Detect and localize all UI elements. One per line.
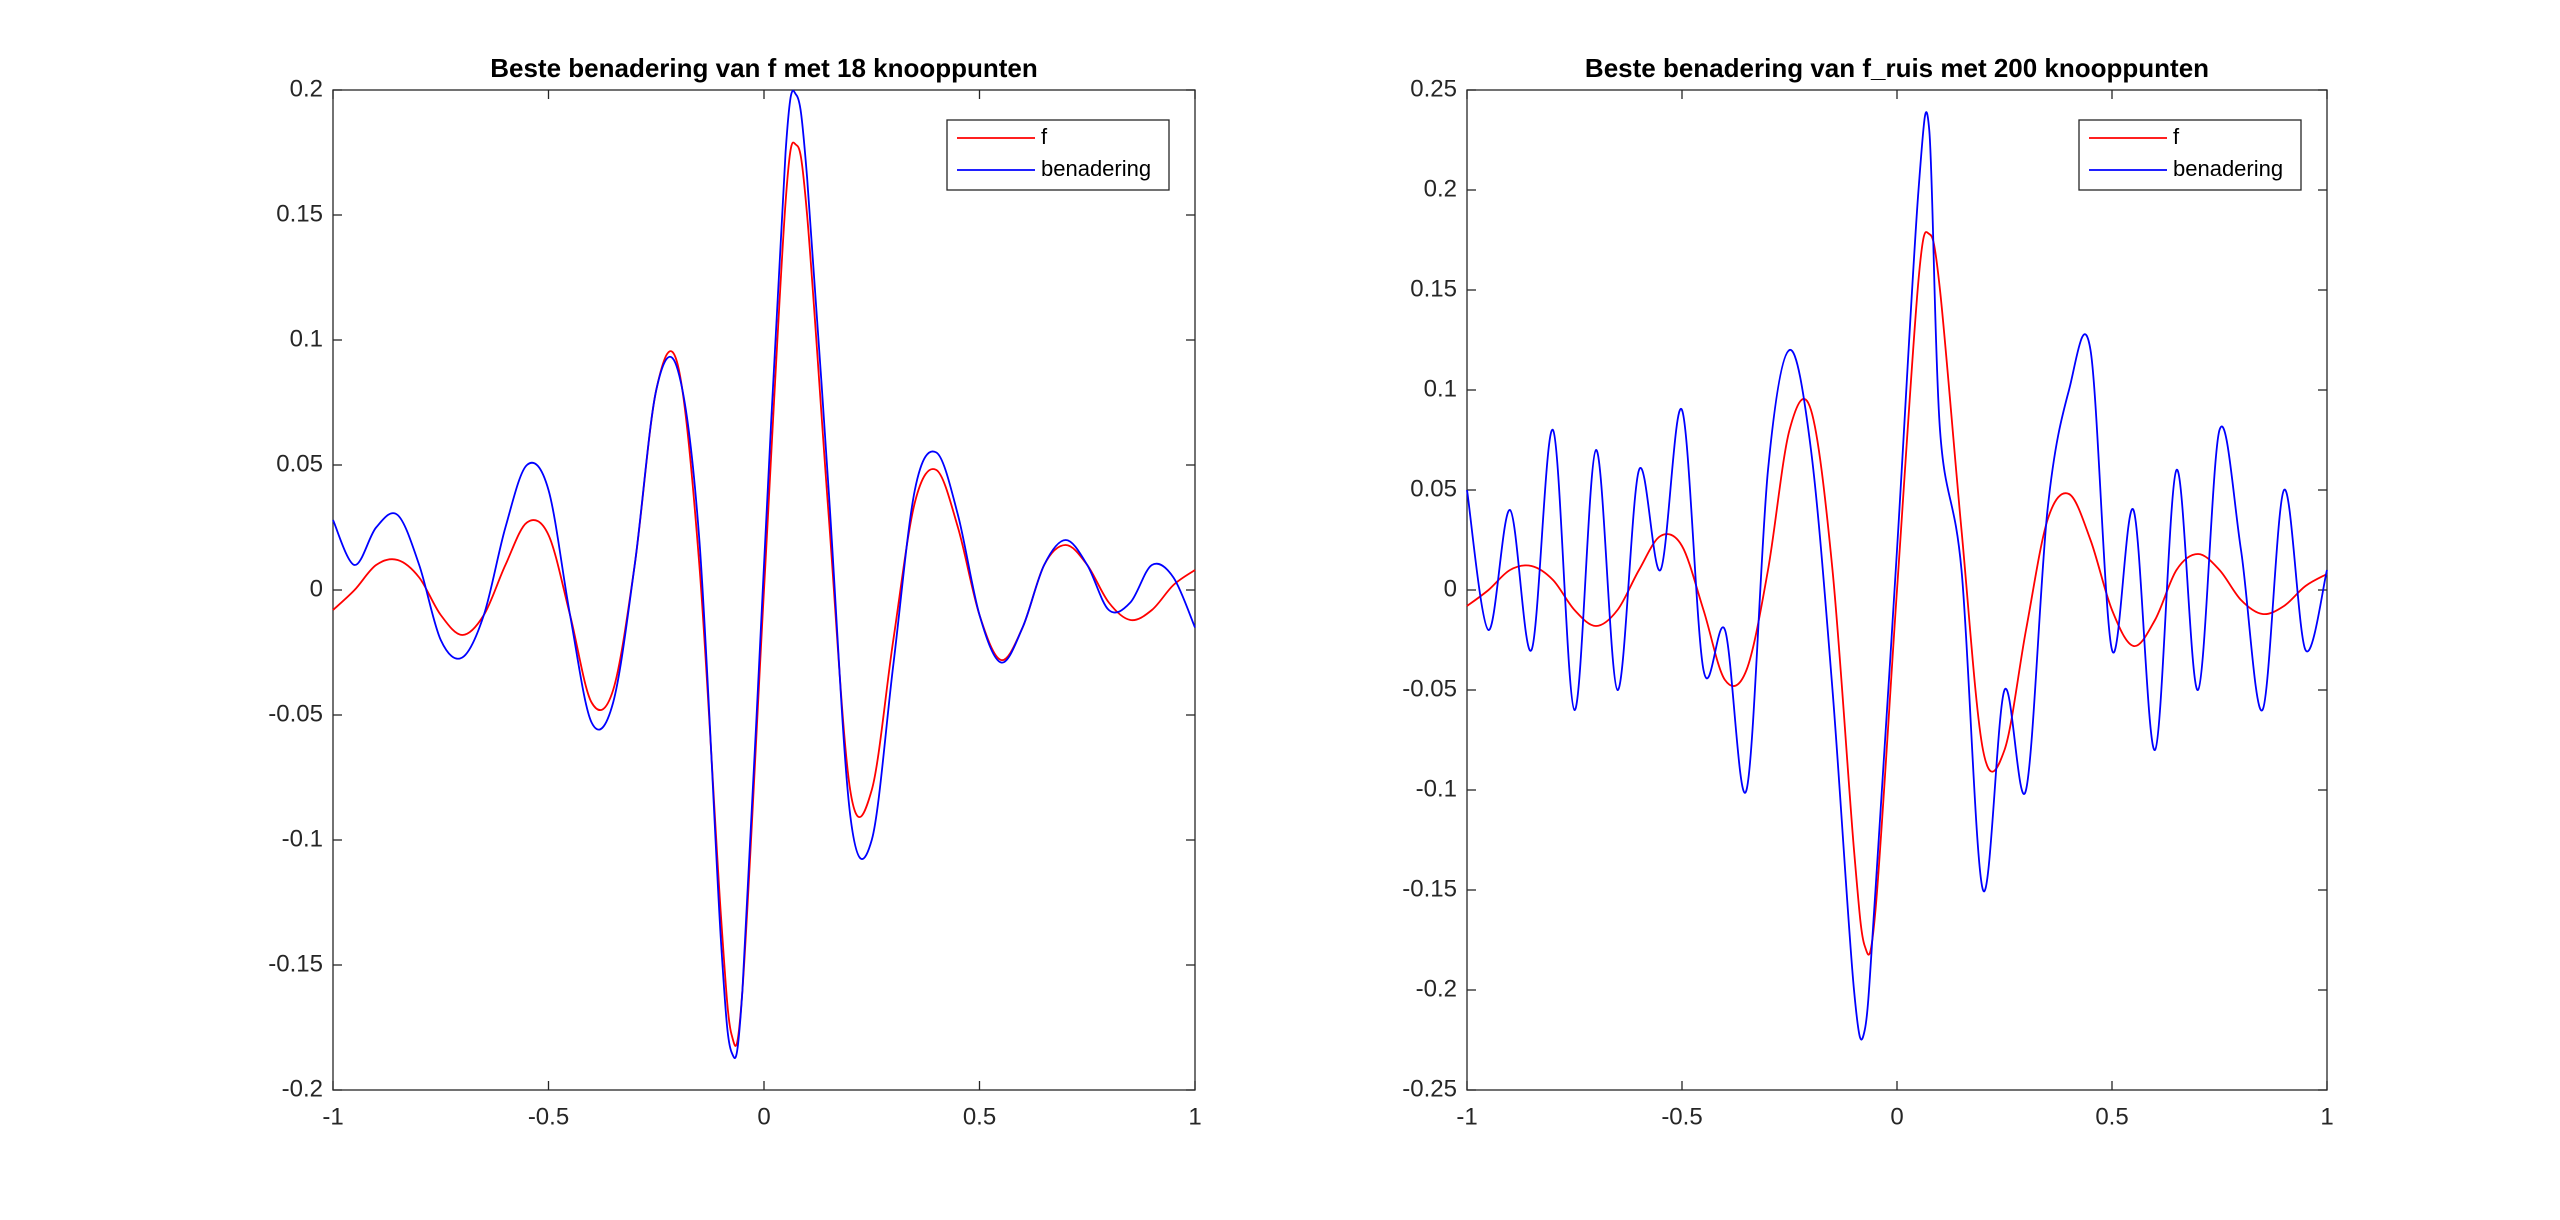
- y-tick-label: -0.1: [1416, 775, 1457, 802]
- y-tick-label: 0: [1444, 575, 1457, 602]
- legend-label: benadering: [1041, 156, 1151, 181]
- y-tick-label: 0.15: [276, 200, 323, 227]
- x-tick-label: -1: [322, 1103, 343, 1130]
- y-tick-label: 0: [310, 575, 323, 602]
- chart-title: Beste benadering van f met 18 knooppunte…: [490, 53, 1038, 83]
- y-tick-label: 0.1: [1424, 375, 1457, 402]
- y-tick-label: -0.2: [282, 1075, 323, 1102]
- y-tick-label: -0.15: [268, 950, 323, 977]
- y-tick-label: 0.2: [1424, 175, 1457, 202]
- x-tick-label: 0.5: [2095, 1103, 2128, 1130]
- series-line: [1466, 231, 2328, 956]
- series-line: [332, 89, 1196, 1059]
- y-tick-label: -0.05: [268, 700, 323, 727]
- y-tick-label: -0.25: [1402, 1075, 1457, 1102]
- y-tick-label: 0.15: [1410, 275, 1457, 302]
- y-tick-label: -0.1: [282, 825, 323, 852]
- y-tick-label: 0.25: [1410, 75, 1457, 102]
- y-tick-label: 0.2: [290, 75, 323, 102]
- y-tick-label: 0.05: [276, 450, 323, 477]
- series-line: [1466, 111, 2328, 1041]
- x-tick-label: 0: [1890, 1103, 1903, 1130]
- x-tick-label: 0.5: [963, 1103, 996, 1130]
- x-tick-label: 1: [2320, 1103, 2333, 1130]
- series-line: [332, 141, 1196, 1047]
- chart-title: Beste benadering van f_ruis met 200 knoo…: [1585, 53, 2209, 83]
- x-tick-label: -1: [1456, 1103, 1477, 1130]
- y-tick-label: -0.05: [1402, 675, 1457, 702]
- legend-box: [946, 119, 1170, 191]
- legend-label: f: [1041, 124, 1048, 149]
- x-tick-label: -0.5: [1661, 1103, 1702, 1130]
- x-tick-label: -0.5: [528, 1103, 569, 1130]
- x-tick-label: 1: [1188, 1103, 1201, 1130]
- legend-label: f: [2173, 124, 2180, 149]
- y-tick-label: 0.1: [290, 325, 323, 352]
- y-tick-label: 0.05: [1410, 475, 1457, 502]
- x-tick-label: 0: [757, 1103, 770, 1130]
- y-tick-label: -0.2: [1416, 975, 1457, 1002]
- legend-label: benadering: [2173, 156, 2283, 181]
- legend-box: [2078, 119, 2302, 191]
- y-tick-label: -0.15: [1402, 875, 1457, 902]
